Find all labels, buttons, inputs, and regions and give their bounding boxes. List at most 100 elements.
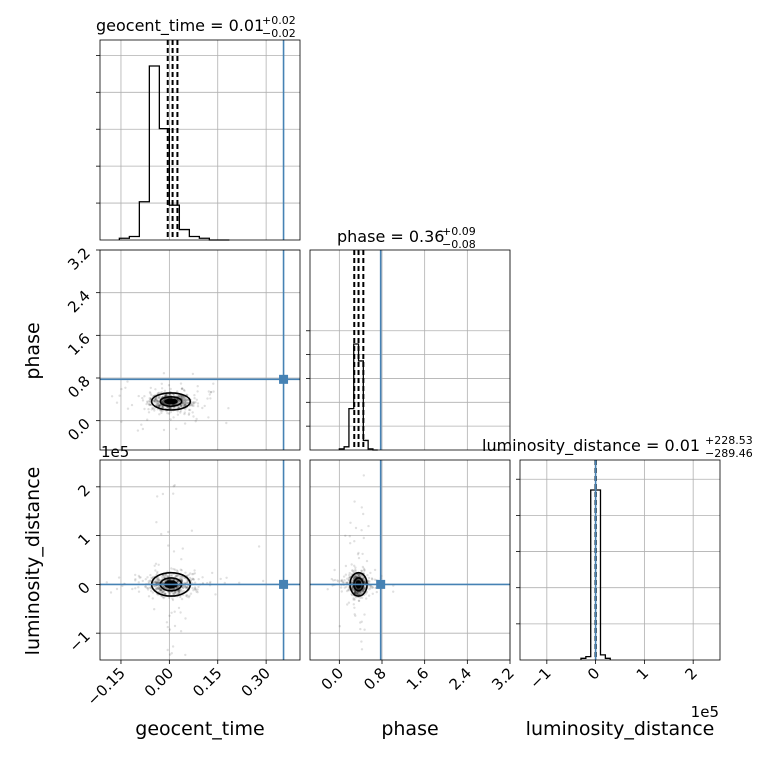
scatter-point — [179, 630, 183, 633]
scatter-point — [155, 396, 158, 400]
scatter-point — [170, 611, 173, 614]
scatter-point — [161, 399, 165, 402]
scatter-point — [345, 585, 348, 588]
scatter-point — [155, 587, 158, 590]
scatter-point — [182, 589, 185, 593]
scatter-point — [158, 404, 161, 408]
scatter-point — [157, 405, 161, 408]
ytick-label-luminosity_distance-1: 0 — [74, 578, 93, 597]
scatter-point — [153, 407, 156, 410]
scatter-point — [176, 580, 180, 584]
title-phase-minus: −0.08 — [442, 238, 476, 251]
scatter-point — [353, 540, 356, 543]
scatter-point — [361, 589, 364, 593]
scatter-point — [225, 421, 228, 425]
scatter-point — [144, 585, 147, 588]
scatter-point — [175, 575, 178, 578]
scatter-point — [192, 415, 195, 418]
scatter-point — [180, 396, 183, 399]
scatter-point — [360, 648, 364, 651]
scatter-point — [367, 579, 370, 582]
scatter-point — [186, 398, 190, 402]
scatter-point — [154, 562, 158, 565]
scatter-point — [182, 576, 185, 579]
scatter-point — [336, 579, 339, 582]
scatter-point — [156, 587, 159, 591]
scatter-point — [166, 578, 169, 582]
xtick-label-geocent_time-2: 0.15 — [189, 664, 225, 700]
scatter-point — [157, 401, 160, 404]
scatter-point — [169, 406, 172, 410]
scatter-point — [352, 570, 355, 573]
scatter-point — [143, 395, 146, 398]
scatter-point — [149, 386, 152, 390]
scatter-point — [156, 401, 159, 405]
scatter-point — [351, 593, 354, 597]
scatter-point — [184, 586, 187, 589]
scatter-point — [149, 392, 152, 395]
scatter-point — [148, 581, 151, 584]
scatter-point — [349, 521, 352, 524]
scatter-point — [148, 403, 152, 407]
scatter-point — [180, 590, 184, 594]
scatter-point — [156, 579, 159, 583]
xtick-label-luminosity_distance-2: 1 — [633, 664, 652, 683]
scatter-point — [171, 645, 175, 648]
scatter-point — [160, 400, 164, 403]
scatter-point — [177, 394, 181, 398]
scatter-point — [150, 408, 153, 411]
scatter-point — [153, 400, 156, 403]
scatter-point — [357, 575, 360, 578]
scatter-point — [115, 587, 119, 591]
scatter-point — [351, 569, 354, 572]
scatter-point — [155, 399, 158, 402]
scatter-point — [146, 418, 149, 421]
scatter-point — [171, 406, 175, 410]
scatter-point — [175, 569, 179, 572]
scatter-point — [192, 578, 195, 581]
scatter-point — [147, 580, 150, 583]
scatter-point — [196, 390, 199, 393]
scatter-point — [355, 592, 359, 595]
scatter-point — [161, 590, 165, 594]
scatter-point — [354, 526, 358, 530]
scatter-point — [337, 580, 340, 583]
scatter-point — [155, 398, 158, 402]
scatter-point — [162, 401, 165, 405]
scatter-point — [330, 577, 333, 581]
scatter-point — [184, 571, 187, 574]
scatter-point — [357, 573, 360, 576]
scatter-point — [351, 569, 354, 572]
scatter-point — [180, 387, 184, 390]
scatter-point — [201, 406, 204, 410]
scatter-point — [362, 589, 365, 592]
scatter-point — [152, 581, 155, 584]
scatter-point — [347, 588, 350, 591]
scatter-point — [126, 380, 129, 383]
contour-inner-phase-vs-geocent_time — [159, 395, 183, 407]
scatter-point — [333, 568, 336, 572]
scatter-point — [191, 577, 194, 580]
scatter-point — [153, 399, 157, 402]
scatter-point — [181, 547, 184, 550]
scatter-point — [192, 578, 196, 581]
scatter-point — [197, 585, 200, 589]
truth-marker-phase-vs-geocent_time — [279, 374, 289, 384]
scatter-point — [363, 585, 366, 589]
scatter-point — [362, 474, 365, 477]
scatter-point — [347, 576, 351, 579]
scatter-point — [181, 395, 184, 399]
scatter-point — [346, 581, 349, 584]
scatter-point — [357, 573, 360, 577]
scatter-point — [192, 401, 195, 404]
scatter-point — [159, 404, 162, 407]
scatter-point — [151, 407, 155, 410]
scatter-point — [206, 397, 209, 400]
scatter-point — [155, 397, 158, 401]
scatter-point — [137, 394, 140, 398]
scatter-point — [157, 581, 161, 584]
scatter-point — [184, 586, 187, 589]
scatter-point — [191, 586, 194, 590]
xtick-label-phase-3: 2.4 — [446, 664, 476, 694]
scatter-point — [364, 592, 368, 595]
